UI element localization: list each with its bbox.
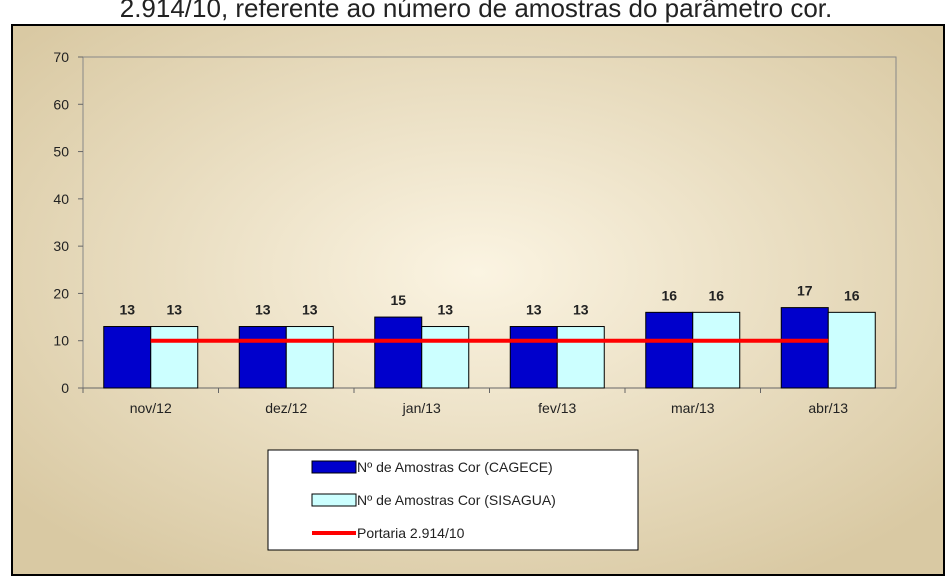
bar	[103, 326, 152, 389]
y-tick-label: 40	[53, 191, 69, 207]
y-tick-label: 10	[53, 333, 69, 349]
bar	[645, 311, 694, 389]
legend-label: Portaria 2.914/10	[357, 525, 465, 541]
y-tick-label: 20	[53, 285, 69, 301]
legend-label: Nº de Amostras Cor (CAGECE)	[357, 459, 553, 475]
data-label: 13	[119, 302, 135, 318]
legend-swatch	[311, 493, 357, 507]
bar	[285, 326, 334, 389]
chart-title: 2.914/10, referente ao número de amostra…	[120, 0, 833, 23]
data-label: 13	[526, 302, 542, 318]
legend-swatch	[311, 460, 357, 474]
x-tick-label: mar/13	[671, 400, 715, 416]
x-tick-label: abr/13	[808, 400, 848, 416]
data-label: 13	[255, 302, 271, 318]
data-label: 16	[844, 287, 860, 303]
x-tick-label: jan/13	[402, 400, 441, 416]
bar	[150, 326, 199, 389]
data-label: 13	[166, 302, 182, 318]
bar	[421, 326, 470, 389]
x-tick-label: fev/13	[538, 400, 576, 416]
x-tick-label: dez/12	[265, 400, 307, 416]
y-tick-label: 70	[53, 49, 69, 65]
data-label: 17	[797, 283, 813, 299]
data-label: 16	[661, 287, 677, 303]
data-label: 13	[302, 302, 318, 318]
bar	[509, 326, 558, 389]
y-tick-label: 0	[61, 380, 69, 396]
bar	[374, 316, 423, 389]
bar	[238, 326, 287, 389]
y-tick-label: 30	[53, 238, 69, 254]
bar	[780, 307, 829, 389]
y-tick-label: 60	[53, 96, 69, 112]
data-label: 13	[573, 302, 589, 318]
bar	[556, 326, 605, 389]
legend-label: Nº de Amostras Cor (SISAGUA)	[357, 492, 556, 508]
data-label: 15	[390, 292, 406, 308]
data-label: 13	[437, 302, 453, 318]
y-tick-label: 50	[53, 144, 69, 160]
bar	[692, 311, 741, 389]
x-tick-label: nov/12	[130, 400, 172, 416]
bar	[827, 311, 876, 389]
data-label: 16	[708, 287, 724, 303]
